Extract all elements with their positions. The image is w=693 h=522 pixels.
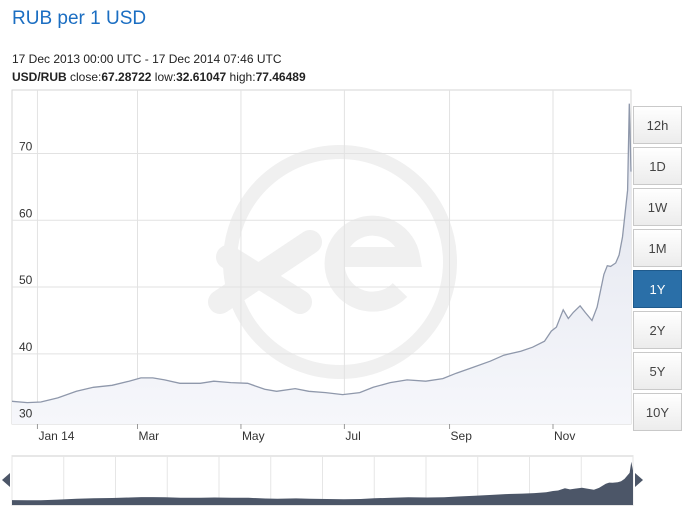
range-button-1d[interactable]: 1D (633, 147, 682, 185)
close-value: 67.28722 (101, 70, 152, 84)
range-button-1w[interactable]: 1W (633, 188, 682, 226)
y-tick-label: 50 (19, 273, 33, 287)
series-line (11, 103, 632, 404)
x-tick-label: Mar (138, 429, 159, 443)
x-tick-label: May (242, 429, 265, 443)
y-tick-label: 30 (19, 407, 33, 421)
x-tick-label: Jul (345, 429, 360, 443)
xe-logo-icon (208, 145, 457, 379)
range-button-10y[interactable]: 10Y (633, 393, 682, 431)
x-tick-label: Sep (451, 429, 473, 443)
navigator-left-handle (2, 473, 10, 487)
x-tick-label: Jan 14 (38, 429, 74, 443)
range-button-12h[interactable]: 12h (633, 106, 682, 144)
range-button-5y[interactable]: 5Y (633, 352, 682, 390)
range-button-2y[interactable]: 2Y (633, 311, 682, 349)
range-button-1m[interactable]: 1M (633, 229, 682, 267)
x-tick-label: Nov (554, 429, 575, 443)
low-value: 32.61047 (176, 70, 227, 84)
navigator-right-handle (635, 473, 643, 487)
close-label: close: (70, 70, 102, 84)
high-label: high: (229, 70, 256, 84)
series-area (12, 103, 631, 424)
low-label: low: (154, 70, 177, 84)
stats-line: USD/RUB close:67.28722 low:32.61047 high… (12, 70, 306, 84)
navigator-area (12, 461, 633, 505)
high-value: 77.46489 (255, 70, 306, 84)
range-selector: 12h 1D 1W 1M 1Y 2Y 5Y 10Y (633, 106, 683, 434)
range-button-1y[interactable]: 1Y (633, 270, 682, 308)
chart-title: RUB per 1 USD (12, 8, 147, 29)
y-tick-label: 70 (19, 139, 33, 153)
watermark-x (208, 230, 322, 314)
watermark-e (324, 215, 422, 312)
y-tick-label: 40 (19, 340, 33, 354)
pair-label: USD/RUB (12, 70, 67, 84)
y-tick-label: 60 (19, 206, 33, 220)
date-range: 17 Dec 2013 00:00 UTC - 17 Dec 2014 07:4… (12, 52, 282, 66)
